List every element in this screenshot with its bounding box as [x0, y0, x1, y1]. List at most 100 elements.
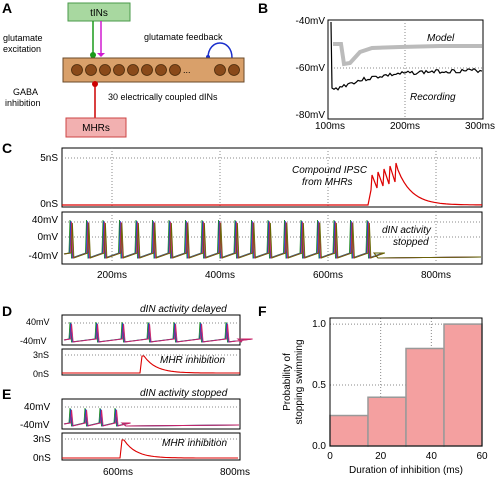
mhrs-box: [65, 117, 127, 138]
glut-feedback-label: glutamate feedback: [144, 32, 223, 42]
panel-b-xtick-1: 200ms: [390, 121, 420, 132]
panel-d-label: D: [2, 303, 12, 319]
dins-label: 30 electrically coupled dINs: [108, 92, 218, 102]
inhib-red-terminal: [92, 81, 98, 87]
panel-e: E dIN activity stopped 40mV -40mV 3nS 0n…: [2, 386, 250, 478]
neuron-circle-2: [99, 64, 111, 76]
activity-ytick-1: 0mV: [37, 232, 58, 243]
f-y-ticks: 0.0 0.5 1.0: [312, 319, 326, 452]
f-x-ticks: 0 20 40 60: [327, 451, 488, 462]
panel-e-label: E: [2, 386, 11, 402]
panel-b-label: B: [258, 0, 268, 16]
model-trace: [333, 42, 482, 67]
e-xtick-0: 600ms: [103, 467, 133, 478]
c-xtick-0: 200ms: [97, 270, 127, 281]
panel-b-xtick-0: 100ms: [315, 121, 345, 132]
panel-b-ytick-0: -40mV: [296, 16, 326, 27]
c-xtick-1: 400ms: [205, 270, 235, 281]
panel-d: D dIN activity delayed 40mV -40mV 3nS 0n…: [2, 303, 253, 379]
activity-frame: [61, 211, 483, 265]
activity-ytick-2: -40mV: [29, 251, 59, 262]
gaba-line2: inhibition: [5, 98, 41, 108]
c-xtick-3: 800ms: [421, 270, 451, 281]
panel-a: A tINs glutamate excitation glutamate fe…: [2, 0, 245, 138]
e-vtick-1: -40mV: [20, 420, 50, 431]
f-ylabel-line2: stopping swimming: [294, 339, 305, 424]
glut-exc-line2: excitation: [3, 44, 41, 54]
f-ytick-1: 0.5: [312, 380, 326, 391]
ipsc-ytick-0: 5nS: [40, 153, 58, 164]
e-vtick-0: 40mV: [24, 402, 50, 413]
neuron-circle-7: [169, 64, 181, 76]
f-ytick-0: 0.0: [312, 441, 326, 452]
tins-box: [67, 2, 131, 22]
c-xtick-2: 600ms: [313, 270, 343, 281]
neuron-circle-5: [141, 64, 153, 76]
neuron-circle-8: [214, 64, 226, 76]
activity-ytick-0: 40mV: [32, 215, 58, 226]
e-inhibition-label: MHR inhibition: [162, 438, 227, 449]
ipsc-trace: [62, 162, 482, 206]
neuron-circle-1: [85, 64, 97, 76]
d-inhibition-trace: [62, 355, 240, 374]
f-xtick-0: 0: [327, 451, 333, 462]
ipsc-frame: [61, 147, 483, 208]
f-xtick-2: 40: [426, 451, 438, 462]
panel-a-label: A: [2, 0, 12, 16]
f-bar-3: [443, 323, 483, 447]
activity-label-line2: stopped: [393, 237, 429, 248]
d-vtick-0: 40mV: [26, 317, 50, 327]
f-ytick-2: 1.0: [312, 319, 326, 330]
f-bar-2: [405, 347, 445, 447]
e-gtick-0: 3nS: [33, 434, 51, 445]
f-bar-1: [367, 396, 407, 447]
d-inhibition-label: MHR inhibition: [160, 355, 225, 366]
d-gtick-0: 3nS: [33, 350, 49, 360]
cSpikes-trace-3: [63, 222, 482, 259]
feedback-arc: [207, 42, 233, 59]
panel-b-ytick-2: -80mV: [296, 110, 326, 121]
panel-b-ytick-1: -60mV: [296, 63, 326, 74]
f-xtick-1: 20: [375, 451, 387, 462]
glut-exc-line1: glutamate: [3, 33, 43, 43]
ipsc-label-line1: Compound IPSC: [292, 165, 368, 176]
d-gtick-1: 0nS: [33, 369, 49, 379]
neuron-circle-9: [228, 64, 240, 76]
f-xtick-3: 60: [476, 451, 488, 462]
panel-f: F Probability of stopping swimming 0.00.…: [258, 303, 488, 476]
panel-c-label: C: [2, 140, 12, 156]
f-frame: [329, 317, 483, 447]
model-label: Model: [427, 33, 455, 44]
e-inhibition-trace: [62, 439, 238, 459]
neuron-row: [71, 64, 240, 76]
neuron-circle-3: [113, 64, 125, 76]
panel-d-title: dIN activity delayed: [140, 304, 227, 315]
f-ylabel-line1: Probability of: [282, 353, 293, 411]
e-gtick-1: 0nS: [33, 453, 51, 464]
ipsc-ytick-1: 0nS: [40, 199, 58, 210]
e-spike-traces: [63, 407, 240, 427]
d-vtick-1: -40mV: [20, 336, 47, 346]
f-bar-0: [329, 414, 369, 447]
gaba-line1: GABA: [13, 87, 38, 97]
d-inhibition-frame: [61, 348, 241, 376]
eSpikes-trace-0: [63, 407, 240, 427]
activity-label-line1: dIN activity: [382, 225, 432, 236]
eSpikes-trace-1: [63, 408, 240, 427]
eSpikes-trace-2: [63, 409, 240, 427]
excite-green-terminal: [90, 52, 96, 58]
panel-b-xtick-2: 300ms: [465, 121, 495, 132]
din-spike-traces: [63, 219, 482, 259]
mhrs-label: MHRs: [82, 123, 110, 134]
e-xtick-1: 800ms: [220, 467, 250, 478]
neuron-circle-4: [127, 64, 139, 76]
f-bars: [329, 323, 483, 447]
panel-c: C 5nS 0nS Compound IPSC from MHRs 40mV 0…: [2, 140, 483, 281]
panel-f-label: F: [258, 303, 267, 319]
d-spike-traces: [63, 321, 253, 343]
neuron-circle-6: [155, 64, 167, 76]
panel-b: B -40mV -60mV -80mV 100ms 200ms 300ms Mo…: [258, 0, 495, 132]
d-activity-frame: [61, 314, 241, 346]
excite-pink-arrowhead: [97, 53, 105, 57]
